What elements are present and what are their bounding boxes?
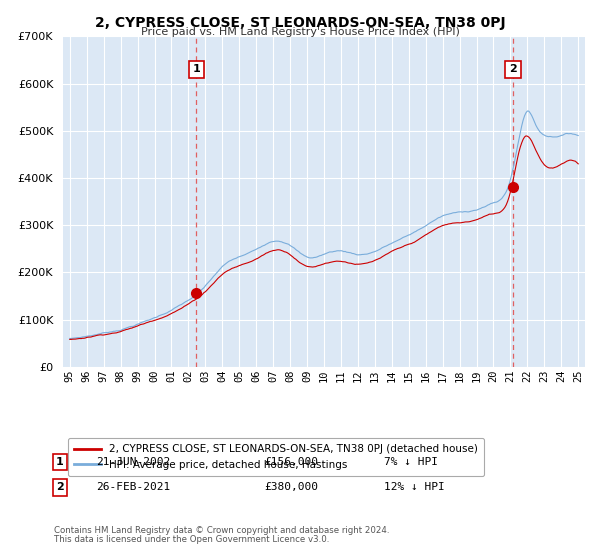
Text: 2, CYPRESS CLOSE, ST LEONARDS-ON-SEA, TN38 0PJ: 2, CYPRESS CLOSE, ST LEONARDS-ON-SEA, TN… bbox=[95, 16, 505, 30]
Legend: 2, CYPRESS CLOSE, ST LEONARDS-ON-SEA, TN38 0PJ (detached house), HPI: Average pr: 2, CYPRESS CLOSE, ST LEONARDS-ON-SEA, TN… bbox=[68, 438, 484, 476]
Text: 1: 1 bbox=[56, 457, 64, 467]
Text: 7% ↓ HPI: 7% ↓ HPI bbox=[384, 457, 438, 467]
Text: £380,000: £380,000 bbox=[264, 482, 318, 492]
Text: 26-FEB-2021: 26-FEB-2021 bbox=[96, 482, 170, 492]
Text: 1: 1 bbox=[193, 64, 200, 74]
Text: This data is licensed under the Open Government Licence v3.0.: This data is licensed under the Open Gov… bbox=[54, 535, 329, 544]
Text: Contains HM Land Registry data © Crown copyright and database right 2024.: Contains HM Land Registry data © Crown c… bbox=[54, 526, 389, 535]
Text: 2: 2 bbox=[509, 64, 517, 74]
Text: 21-JUN-2002: 21-JUN-2002 bbox=[96, 457, 170, 467]
Text: Price paid vs. HM Land Registry's House Price Index (HPI): Price paid vs. HM Land Registry's House … bbox=[140, 27, 460, 37]
Text: £156,000: £156,000 bbox=[264, 457, 318, 467]
Text: 12% ↓ HPI: 12% ↓ HPI bbox=[384, 482, 445, 492]
Text: 2: 2 bbox=[56, 482, 64, 492]
